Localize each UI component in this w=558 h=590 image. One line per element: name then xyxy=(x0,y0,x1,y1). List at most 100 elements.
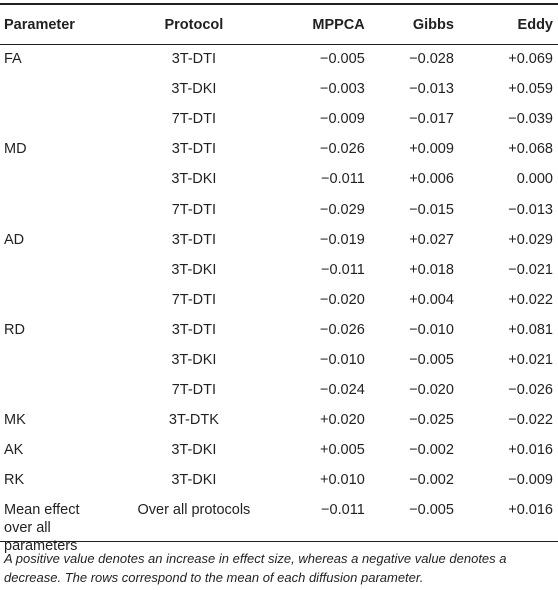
cell-protocol: 3T-DKI xyxy=(171,442,217,459)
cell-eddy: −0.013 xyxy=(508,201,553,218)
cell-protocol: 7T-DTI xyxy=(171,111,217,128)
cell-mppca: −0.011 xyxy=(321,261,365,278)
cell-parameter xyxy=(0,345,107,375)
cell-parameter: FA xyxy=(4,51,22,68)
header-mppca: MPPCA xyxy=(312,16,365,33)
table-row: 3T-DKI −0.003 −0.013 +0.059 xyxy=(0,74,558,104)
cell-eddy: 0.000 xyxy=(516,171,553,188)
table-footnote: A positive value denotes an increase in … xyxy=(4,551,507,585)
table-row: AD 3T-DTI −0.019 +0.027 +0.029 xyxy=(0,225,558,255)
cell-protocol: 7T-DTI xyxy=(171,382,217,399)
cell-parameter xyxy=(0,104,107,134)
cell-eddy: +0.022 xyxy=(508,291,553,308)
cell-protocol: 3T-DTI xyxy=(171,141,217,158)
cell-eddy: +0.029 xyxy=(508,231,553,248)
cell-mppca: −0.026 xyxy=(320,321,365,338)
cell-parameter xyxy=(0,375,107,405)
cell-protocol: 7T-DTI xyxy=(171,291,217,308)
summary-row: Mean effect over all parameters Over all… xyxy=(0,495,558,581)
cell-eddy: +0.069 xyxy=(508,51,553,68)
summary-mppca: −0.011 xyxy=(321,502,365,519)
cell-mppca: −0.029 xyxy=(320,201,365,218)
cell-gibbs: +0.018 xyxy=(409,261,454,278)
cell-parameter xyxy=(0,285,107,315)
cell-eddy: −0.026 xyxy=(508,382,553,399)
cell-mppca: −0.003 xyxy=(320,81,365,98)
cell-eddy: +0.059 xyxy=(508,81,553,98)
table-top-rule xyxy=(0,3,558,5)
cell-protocol: 3T-DKI xyxy=(171,171,217,188)
cell-parameter xyxy=(0,255,107,285)
table-row: 7T-DTI −0.029 −0.015 −0.013 xyxy=(0,194,558,224)
cell-gibbs: +0.006 xyxy=(409,171,454,188)
cell-gibbs: +0.004 xyxy=(409,291,454,308)
summary-parameter: Mean effect over all parameters xyxy=(4,502,80,555)
cell-gibbs: −0.025 xyxy=(409,412,454,429)
cell-gibbs: −0.010 xyxy=(409,321,454,338)
table-row: MD 3T-DTI −0.026 +0.009 +0.068 xyxy=(0,134,558,164)
cell-mppca: −0.026 xyxy=(320,141,365,158)
cell-eddy: +0.081 xyxy=(508,321,553,338)
cell-gibbs: −0.015 xyxy=(409,201,454,218)
summary-protocol: Over all protocols xyxy=(137,502,251,519)
cell-mppca: −0.020 xyxy=(320,291,365,308)
cell-mppca: −0.019 xyxy=(320,231,365,248)
table-row: 3T-DKI −0.011 +0.018 −0.021 xyxy=(0,255,558,285)
table-row: RD 3T-DTI −0.026 −0.010 +0.081 xyxy=(0,315,558,345)
cell-mppca: +0.010 xyxy=(320,472,365,489)
cell-gibbs: −0.013 xyxy=(409,81,454,98)
cell-parameter: MD xyxy=(4,141,27,158)
cell-parameter: MK xyxy=(4,412,26,429)
header-gibbs: Gibbs xyxy=(412,16,454,33)
cell-gibbs: +0.027 xyxy=(409,231,454,248)
cell-parameter: RD xyxy=(4,321,25,338)
cell-protocol: 3T-DKI xyxy=(171,81,217,98)
table-row: 3T-DKI −0.010 −0.005 +0.021 xyxy=(0,345,558,375)
cell-parameter xyxy=(0,74,107,104)
cell-parameter: AD xyxy=(4,231,25,248)
cell-parameter: RK xyxy=(4,472,25,489)
cell-mppca: −0.009 xyxy=(320,111,365,128)
cell-gibbs: −0.017 xyxy=(409,111,454,128)
cell-gibbs: −0.005 xyxy=(409,351,454,368)
effect-size-table: Parameter Protocol MPPCA Gibbs Eddy FA 3T… xyxy=(0,5,558,581)
cell-protocol: 3T-DTI xyxy=(171,321,217,338)
cell-protocol: 7T-DTI xyxy=(171,201,217,218)
summary-eddy: +0.016 xyxy=(508,502,553,519)
cell-eddy: +0.021 xyxy=(508,351,553,368)
table-row: FA 3T-DTI −0.005 −0.028 +0.069 xyxy=(0,44,558,74)
cell-eddy: −0.039 xyxy=(508,111,553,128)
table-row: 7T-DTI −0.024 −0.020 −0.026 xyxy=(0,375,558,405)
cell-protocol: 3T-DTI xyxy=(171,231,217,248)
cell-protocol: 3T-DTI xyxy=(171,51,217,68)
cell-eddy: +0.016 xyxy=(508,442,553,459)
table-header-rule xyxy=(0,44,558,45)
cell-eddy: −0.009 xyxy=(508,472,553,489)
cell-gibbs: −0.028 xyxy=(409,51,454,68)
table-row: 7T-DTI −0.009 −0.017 −0.039 xyxy=(0,104,558,134)
cell-eddy: +0.068 xyxy=(508,141,553,158)
cell-mppca: −0.005 xyxy=(320,51,365,68)
table-row: 7T-DTI −0.020 +0.004 +0.022 xyxy=(0,285,558,315)
cell-mppca: −0.024 xyxy=(320,382,365,399)
header-protocol: Protocol xyxy=(164,16,224,33)
table-bottom-rule xyxy=(0,541,558,542)
header-parameter: Parameter xyxy=(4,16,75,33)
cell-gibbs: −0.002 xyxy=(409,442,454,459)
cell-mppca: +0.005 xyxy=(320,442,365,459)
cell-protocol: 3T-DKI xyxy=(171,351,217,368)
table-body: FA 3T-DTI −0.005 −0.028 +0.069 3T-DKI −0.003 −0… xyxy=(0,44,558,581)
cell-parameter: AK xyxy=(4,442,24,459)
summary-gibbs: −0.005 xyxy=(409,502,454,519)
cell-protocol: 3T-DKI xyxy=(171,261,217,278)
cell-mppca: −0.010 xyxy=(320,351,365,368)
header-eddy: Eddy xyxy=(517,16,553,33)
cell-protocol: 3T-DKI xyxy=(171,472,217,489)
cell-protocol: 3T-DTK xyxy=(168,412,219,429)
table-row: MK 3T-DTK +0.020 −0.025 −0.022 xyxy=(0,405,558,435)
cell-eddy: −0.021 xyxy=(508,261,553,278)
cell-mppca: +0.020 xyxy=(320,412,365,429)
table-header: Parameter Protocol MPPCA Gibbs Eddy xyxy=(0,5,558,44)
cell-eddy: −0.022 xyxy=(508,412,553,429)
cell-gibbs: +0.009 xyxy=(409,141,454,158)
